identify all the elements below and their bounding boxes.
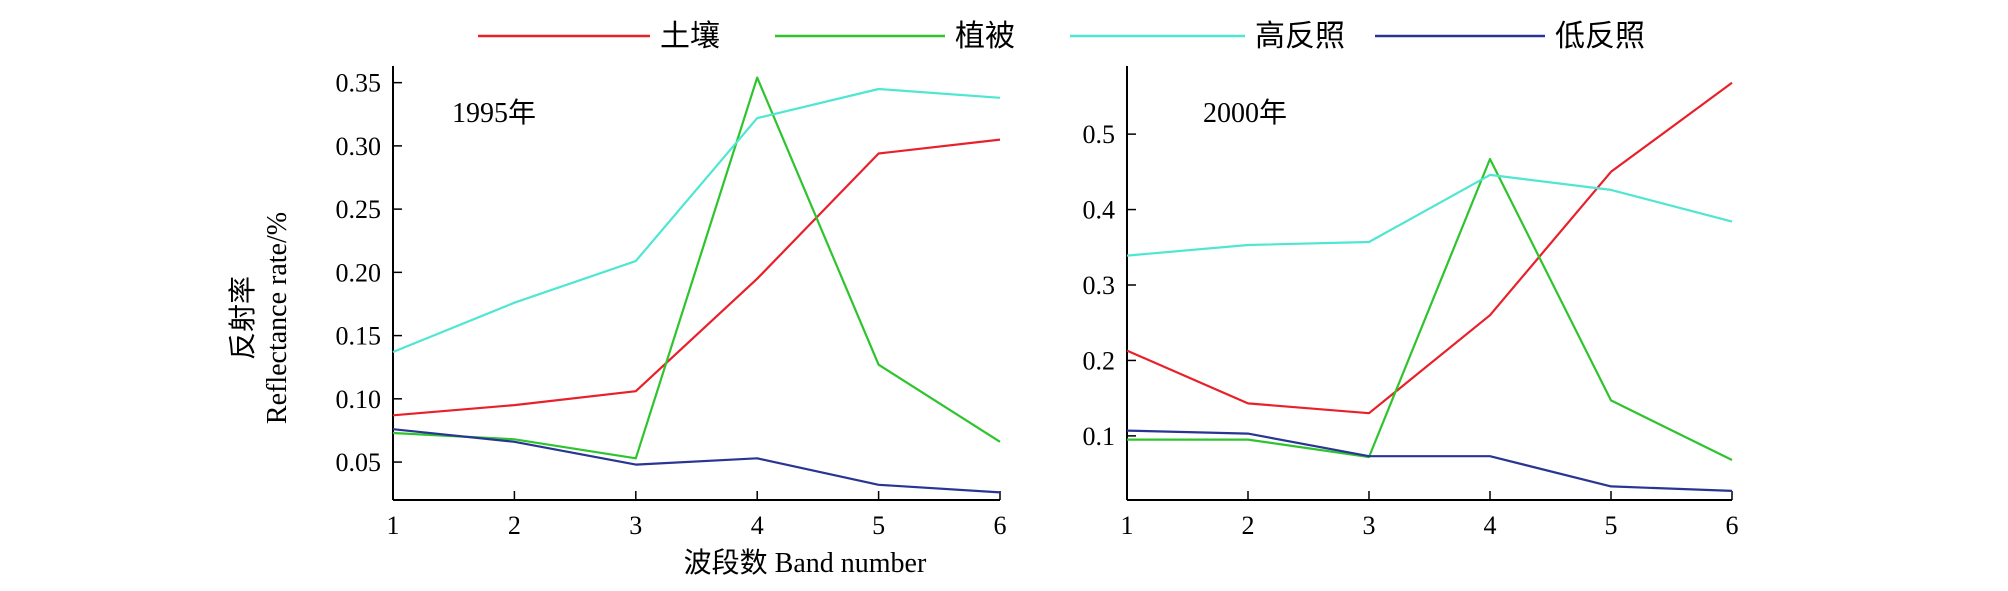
x-tick-label: 3 xyxy=(629,511,642,540)
legend-label: 低反照 xyxy=(1555,20,1645,53)
series-line xyxy=(392,428,1001,494)
legend-item: 高反照 xyxy=(1070,20,1345,53)
y-tick-label: 0.20 xyxy=(336,258,382,287)
x-tick-label: 2 xyxy=(508,511,521,540)
y-tick-label: 0.35 xyxy=(336,69,382,98)
y-tick-label: 0.30 xyxy=(336,132,382,161)
y-tick-label: 0.2 xyxy=(1083,346,1116,375)
legend-item: 植被 xyxy=(775,20,1015,53)
legend-label: 高反照 xyxy=(1255,20,1345,53)
y-axis-title-cn: 反射率 xyxy=(227,276,259,360)
series-line xyxy=(392,87,1001,354)
legend-label: 土壤 xyxy=(660,20,720,53)
series-line xyxy=(392,138,1001,417)
legend: 土壤 植被 高反照 低反照 xyxy=(478,20,1645,53)
y-axis-title-en: Reflectance rate/% xyxy=(262,212,293,424)
panel-2000: 0.1 0.2 0.3 0.4 0.5 1 2 3 4 5 6 2000年 xyxy=(1083,66,1739,540)
x-tick-label: 4 xyxy=(1484,511,1497,540)
series-line xyxy=(392,76,1001,460)
y-tick-label: 0.25 xyxy=(336,195,382,224)
panel-1995: 0.05 0.10 0.15 0.20 0.25 0.30 0.35 1 2 3 4 5 6 1995年 xyxy=(336,66,1007,540)
x-tick-label: 3 xyxy=(1363,511,1376,540)
x-tick-label: 6 xyxy=(994,511,1007,540)
x-tick-label: 2 xyxy=(1242,511,1255,540)
y-tick-label: 0.4 xyxy=(1083,196,1116,225)
y-tick-label: 0.10 xyxy=(336,385,382,414)
series-line xyxy=(1127,157,1733,461)
x-axis-title: 波段数 Band number xyxy=(684,547,927,579)
legend-item: 低反照 xyxy=(1375,20,1645,53)
panel-title: 1995年 xyxy=(452,97,536,129)
panel-title: 2000年 xyxy=(1203,97,1287,129)
x-tick-label: 1 xyxy=(1121,511,1134,540)
legend-label: 植被 xyxy=(955,20,1015,53)
x-tick-label: 4 xyxy=(751,511,764,540)
series-line xyxy=(1126,81,1733,415)
series-line xyxy=(1126,429,1733,492)
y-tick-label: 0.1 xyxy=(1083,422,1116,451)
x-tick-label: 6 xyxy=(1726,511,1739,540)
y-tick-label: 0.3 xyxy=(1083,271,1116,300)
x-tick-label: 1 xyxy=(387,511,400,540)
legend-item: 土壤 xyxy=(478,20,720,53)
y-axis-title: 反射率 Reflectance rate/% xyxy=(227,212,293,424)
y-tick-label: 0.15 xyxy=(336,322,382,351)
y-tick-label: 0.05 xyxy=(336,448,382,477)
series-line xyxy=(1126,173,1733,257)
y-tick-label: 0.5 xyxy=(1083,120,1116,149)
x-tick-label: 5 xyxy=(872,511,885,540)
x-tick-label: 5 xyxy=(1605,511,1618,540)
